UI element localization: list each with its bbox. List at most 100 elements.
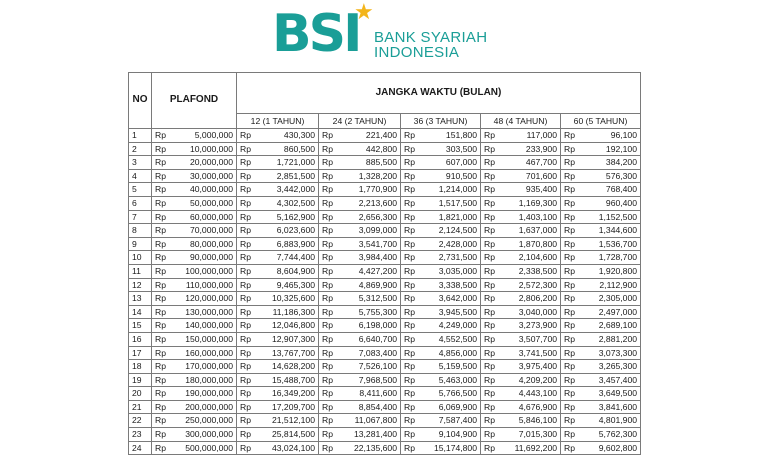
amount-cell: Rp 4,801,900 [560, 413, 641, 429]
tenor-header: 60 (5 TAHUN) [560, 113, 641, 129]
amount-cell: Rp 860,500 [236, 141, 319, 157]
amount-cell: Rp 3,841,600 [560, 399, 641, 415]
amount-cell: Rp 1,721,000 [236, 155, 319, 170]
currency-label: Rp [155, 279, 166, 290]
amount-cell: Rp 96,100 [560, 128, 641, 143]
amount-value: 150,000,000 [185, 333, 233, 344]
amount-value: 935,400 [525, 184, 557, 195]
row-number: 19 [128, 372, 152, 388]
logo-line-1: BANK SYARIAH [374, 29, 488, 46]
amount-cell: Rp 430,300 [236, 128, 319, 143]
currency-label: Rp [564, 442, 575, 453]
amount-value: 1,328,200 [358, 170, 397, 181]
amount-value: 120,000,000 [185, 293, 233, 304]
amount-cell: Rp 303,500 [400, 141, 481, 157]
amount-cell: Rp 130,000,000 [151, 304, 237, 320]
amount-cell: Rp 8,854,400 [318, 399, 401, 415]
currency-label: Rp [240, 238, 251, 249]
currency-label: Rp [240, 170, 251, 181]
currency-label: Rp [564, 211, 575, 222]
amount-value: 12,046,800 [271, 320, 315, 331]
amount-cell: Rp 170,000,000 [151, 359, 237, 374]
currency-label: Rp [564, 279, 575, 290]
currency-label: Rp [322, 225, 333, 236]
currency-label: Rp [240, 347, 251, 358]
amount-value: 1,728,700 [598, 252, 637, 263]
currency-label: Rp [240, 415, 251, 426]
amount-value: 200,000,000 [185, 401, 233, 412]
amount-cell: Rp 16,349,200 [236, 386, 319, 401]
table-row: 4 Rp 30,000,000 Rp 2,851,500 Rp 1,328,200 Rp 910… [128, 168, 641, 184]
amount-cell: Rp 3,649,500 [560, 386, 641, 401]
amount-cell: Rp 6,023,600 [236, 223, 319, 238]
currency-label: Rp [155, 130, 166, 140]
amount-cell: Rp 2,305,000 [560, 291, 641, 306]
amount-cell: Rp 2,213,600 [318, 195, 401, 211]
amount-value: 10,325,600 [271, 293, 315, 304]
amount-value: 1,721,000 [276, 157, 315, 168]
amount-cell: Rp 110,000,000 [151, 277, 237, 293]
currency-label: Rp [564, 265, 575, 276]
table-row: 7 Rp 60,000,000 Rp 5,162,900 Rp 2,656,300 Rp 1,8… [128, 209, 641, 225]
amount-value: 1,152,500 [598, 211, 637, 222]
amount-cell: Rp 180,000,000 [151, 372, 237, 388]
amount-cell: Rp 4,427,200 [318, 263, 401, 279]
amount-value: 151,800 [445, 130, 477, 140]
amount-value: 8,604,900 [276, 265, 315, 276]
amount-value: 7,968,500 [358, 374, 397, 385]
amount-value: 15,174,800 [433, 442, 477, 453]
amount-cell: Rp 1,920,800 [560, 263, 641, 279]
amount-value: 885,500 [365, 157, 397, 168]
amount-value: 170,000,000 [185, 361, 233, 372]
amount-value: 2,104,600 [518, 252, 557, 263]
row-number: 24 [128, 440, 152, 456]
amount-cell: Rp 7,015,300 [480, 427, 561, 442]
currency-label: Rp [240, 374, 251, 385]
row-number: 6 [128, 195, 152, 211]
amount-cell: Rp 8,604,900 [236, 263, 319, 279]
table-row: 13 Rp 120,000,000 Rp 10,325,600 Rp 5,312,500 Rp… [128, 291, 641, 306]
amount-value: 233,900 [525, 143, 557, 154]
amount-cell: Rp 9,465,300 [236, 277, 319, 293]
currency-label: Rp [404, 293, 415, 304]
currency-label: Rp [404, 197, 415, 208]
amount-cell: Rp 4,443,100 [480, 386, 561, 401]
currency-label: Rp [155, 374, 166, 385]
row-number: 12 [128, 277, 152, 293]
currency-label: Rp [322, 184, 333, 195]
currency-label: Rp [322, 170, 333, 181]
amount-cell: Rp 11,186,300 [236, 304, 319, 320]
amount-value: 2,124,500 [438, 225, 477, 236]
currency-label: Rp [240, 252, 251, 263]
amount-cell: Rp 3,984,400 [318, 250, 401, 265]
row-number: 22 [128, 413, 152, 429]
currency-label: Rp [322, 401, 333, 412]
amount-cell: Rp 5,312,500 [318, 291, 401, 306]
currency-label: Rp [322, 197, 333, 208]
amount-value: 2,851,500 [276, 170, 315, 181]
currency-label: Rp [240, 401, 251, 412]
currency-label: Rp [404, 184, 415, 195]
amount-cell: Rp 1,770,900 [318, 182, 401, 197]
amount-cell: Rp 2,851,500 [236, 168, 319, 184]
currency-label: Rp [240, 306, 251, 317]
amount-cell: Rp 2,881,200 [560, 331, 641, 347]
currency-label: Rp [155, 170, 166, 181]
amount-value: 9,104,900 [438, 429, 477, 440]
amount-value: 110,000,000 [185, 279, 233, 290]
amount-value: 467,700 [525, 157, 557, 168]
financing-table-container: NO PLAFOND JANGKA WAKTU (BULAN) 12 (1 TA… [128, 72, 641, 456]
currency-label: Rp [155, 333, 166, 344]
row-number: 14 [128, 304, 152, 320]
financing-table: NO PLAFOND JANGKA WAKTU (BULAN) 12 (1 TA… [128, 72, 641, 456]
amount-cell: Rp 6,069,900 [400, 399, 481, 415]
currency-label: Rp [484, 265, 495, 276]
amount-cell: Rp 13,767,700 [236, 345, 319, 361]
amount-cell: Rp 1,214,000 [400, 182, 481, 197]
currency-label: Rp [564, 320, 575, 331]
amount-cell: Rp 3,265,300 [560, 359, 641, 374]
amount-value: 11,067,800 [354, 415, 397, 426]
amount-value: 3,741,500 [518, 347, 557, 358]
amount-value: 2,881,200 [598, 333, 637, 344]
amount-value: 2,338,500 [518, 265, 557, 276]
